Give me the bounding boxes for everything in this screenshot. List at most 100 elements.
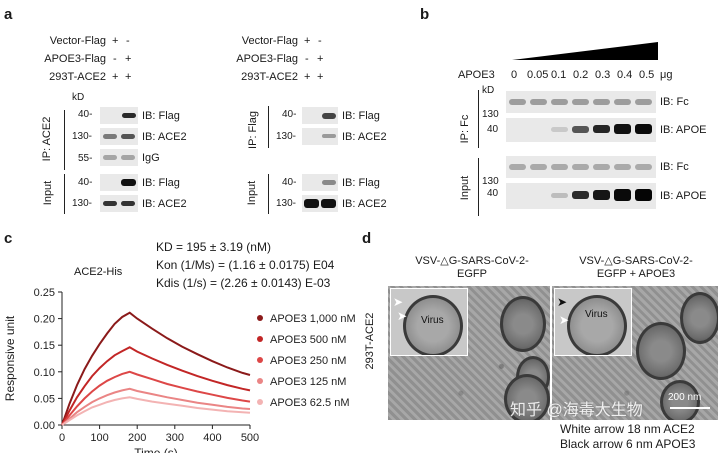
band — [593, 164, 610, 170]
blot-strip — [100, 107, 138, 124]
blot-strip — [302, 128, 338, 145]
mw-marker: 130 — [482, 109, 499, 120]
band — [593, 190, 610, 200]
em-row-label: 293T-ACE2 — [364, 312, 376, 370]
band — [103, 155, 117, 160]
band — [121, 179, 136, 186]
legend-marker-4 — [257, 399, 263, 405]
dose-value: 0.4 — [617, 69, 633, 81]
band — [530, 99, 547, 105]
white-arrow-icon: ➤ — [393, 295, 404, 309]
band — [509, 99, 526, 105]
y-tick-label: 0.00 — [34, 420, 55, 432]
dose-value: 0.2 — [573, 69, 589, 81]
group-bracket — [268, 174, 269, 214]
band — [103, 201, 117, 206]
sign: + — [304, 71, 311, 83]
band — [551, 164, 568, 170]
blot-strip — [100, 174, 138, 191]
spr-sensorgram-chart: 0.00 0.05 0.10 0.15 0.20 0.25 0 100 200 300 400 500… — [3, 287, 356, 453]
kinetics-kon: Kon (1/Ms) = (1.16 ± 0.0175) E04 — [156, 258, 335, 272]
band — [614, 124, 631, 134]
legend-label-1: APOE3 500 nM — [270, 334, 346, 346]
sign: - — [126, 35, 130, 47]
legend-marker-2 — [257, 357, 263, 363]
dose-wedge-icon — [512, 42, 658, 60]
ligand-label: ACE2-His — [74, 266, 123, 278]
sign: - — [305, 53, 309, 65]
row-label-293t-ace2-left: 293T-ACE2 — [49, 71, 106, 83]
mw-marker: 40- — [282, 177, 297, 188]
band — [509, 164, 526, 170]
black-arrow-icon: ➤ — [557, 295, 568, 309]
em-image-left: Virus ➤ ➤ — [388, 286, 550, 420]
virus-label: Virus — [421, 315, 444, 326]
band — [572, 99, 589, 105]
mw-marker: 130- — [72, 198, 93, 209]
legend-label-3: APOE3 125 nM — [270, 376, 346, 388]
legend-marker-3 — [257, 378, 263, 384]
group-label-ip-ace2: IP: ACE2 — [41, 116, 53, 162]
scale-bar-label: 200 nm — [668, 392, 702, 403]
ib-label: IB: ACE2 — [142, 131, 187, 143]
em-right-title-line2: EGFP + APOE3 — [596, 268, 676, 280]
virus-label: Virus — [585, 309, 608, 320]
ib-label: IgG — [142, 152, 160, 164]
dose-value: 0.1 — [551, 69, 567, 81]
group-bracket — [478, 90, 479, 148]
band — [593, 99, 610, 105]
y-tick-label: 0.15 — [34, 340, 55, 352]
ib-label: IB: Fc — [660, 96, 689, 108]
kd-label: kD — [482, 85, 495, 96]
series-line-0 — [61, 311, 251, 426]
band — [635, 124, 652, 134]
virion — [500, 296, 546, 352]
ib-label: IB: APOE — [660, 190, 707, 202]
panel-c-label: c — [4, 230, 13, 247]
caption-black-arrow: Black arrow 6 nm APOE3 — [560, 437, 696, 451]
em-left-title-line1: VSV-△G-SARS-CoV-2- — [415, 255, 529, 267]
band — [322, 113, 336, 119]
dose-value: 0 — [511, 69, 518, 81]
band — [322, 180, 336, 185]
blot-strip — [100, 195, 138, 212]
kinetics-kdis: Kdis (1/s) = (2.26 ± 0.0143) E-03 — [156, 276, 331, 290]
em-inset-left: Virus ➤ ➤ — [390, 288, 468, 356]
x-axis-label: Time (s) — [134, 446, 178, 453]
band — [122, 113, 136, 118]
band — [321, 199, 336, 208]
sign: + — [112, 71, 119, 83]
band — [572, 126, 589, 133]
band — [593, 125, 610, 133]
blot-strip — [100, 149, 138, 166]
group-label-ip-fc: IP: Fc — [459, 114, 471, 144]
band — [635, 99, 652, 105]
scale-bar — [670, 407, 710, 409]
band — [121, 134, 135, 139]
band — [551, 193, 568, 198]
mw-marker: 130 — [482, 176, 499, 187]
x-tick-label: 200 — [128, 432, 146, 444]
dose-unit: μg — [660, 69, 673, 81]
sign: - — [113, 53, 117, 65]
series-line-3 — [61, 387, 251, 426]
mw-marker: 40 — [487, 124, 499, 135]
row-label-vector-flag-left: Vector-Flag — [49, 35, 106, 47]
blot-strip — [100, 128, 138, 145]
em-image-right: Virus ➤ ➤ 200 nm — [552, 286, 718, 420]
blot-strip — [506, 156, 656, 178]
band — [530, 164, 547, 170]
mw-marker: 40 — [487, 188, 499, 199]
virion — [567, 295, 627, 355]
group-label-input: Input — [42, 180, 54, 206]
group-bracket — [268, 106, 269, 148]
dose-wedge-shape — [512, 42, 658, 60]
dose-value: 0.3 — [595, 69, 611, 81]
band — [103, 134, 117, 139]
y-axis-label: Responsive unit — [3, 315, 17, 401]
mw-marker: 40- — [282, 109, 297, 120]
band — [635, 189, 652, 201]
watermark: 知乎 @海毒大生物 — [510, 402, 643, 419]
band — [121, 155, 135, 160]
legend-label-0: APOE3 1,000 nM — [270, 313, 356, 325]
